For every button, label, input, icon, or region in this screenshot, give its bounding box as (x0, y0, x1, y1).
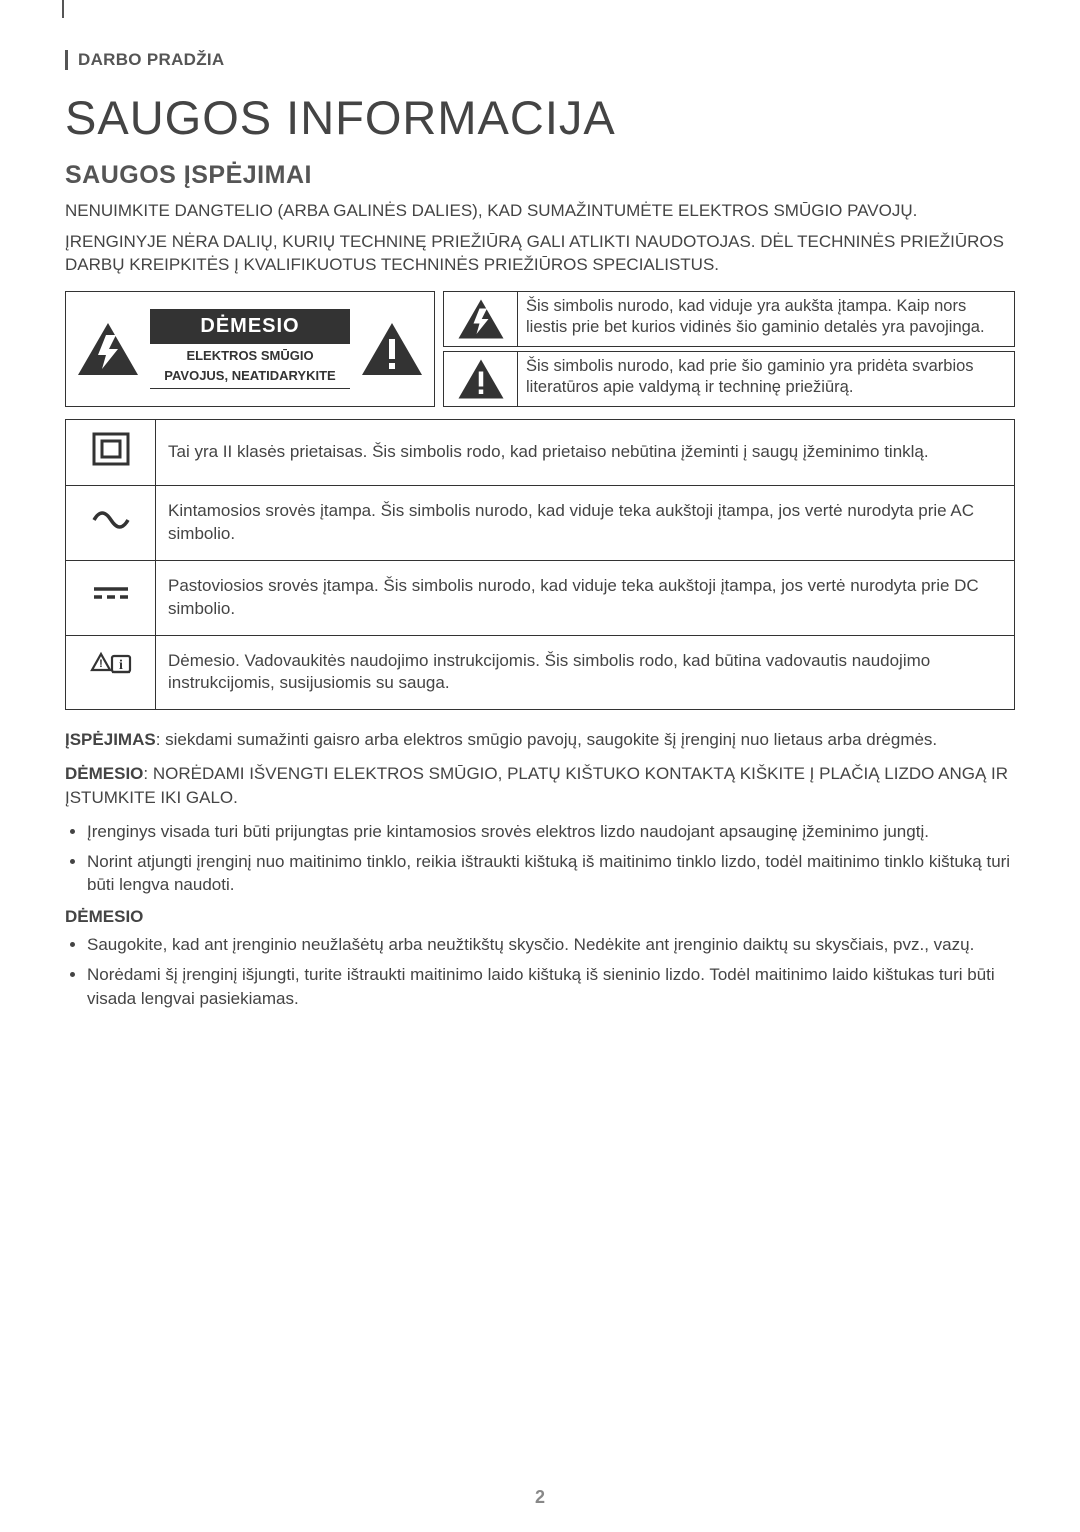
caution-right-row-excl: Šis simbolis nurodo, kad prie šio gamini… (443, 351, 1015, 407)
caution-sub-1: ELEKTROS SMŪGIO (150, 348, 350, 364)
manual-icon (90, 650, 132, 688)
list-item: Norėdami šį įrenginį išjungti, turite iš… (87, 963, 1015, 1011)
mini-bolt-text: Šis simbolis nurodo, kad viduje yra aukš… (517, 291, 1015, 347)
dc-icon (90, 575, 132, 613)
class2-icon (90, 430, 132, 468)
symbol-icon-cell (66, 560, 156, 635)
symbol-table: Tai yra II klasės prietaisas. Šis simbol… (65, 419, 1015, 711)
warning-block: ĮSPĖJIMAS: siekdami sumažinti gaisro arb… (65, 728, 1015, 1010)
list-item: Norint atjungti įrenginį nuo maitinimo t… (87, 850, 1015, 898)
breadcrumb: DARBO PRADŽIA (78, 50, 1015, 70)
symbol-text-cell: Tai yra II klasės prietaisas. Šis simbol… (156, 419, 1015, 485)
symbol-icon-cell (66, 419, 156, 485)
warning-line: ĮSPĖJIMAS: siekdami sumažinti gaisro arb… (65, 728, 1015, 752)
page-top-tick (62, 0, 64, 18)
mini-bolt-cell (443, 291, 517, 347)
symbol-text-cell: Dėmesio. Vadovaukitės naudojimo instrukc… (156, 635, 1015, 710)
caution-box-main: DĖMESIO ELEKTROS SMŪGIO PAVOJUS, NEATIDA… (65, 291, 435, 407)
caution-line-2: DĖMESIO: NORĖDAMI IŠVENGTI ELEKTROS SMŪG… (65, 762, 1015, 810)
caution-sub-wrap: ELEKTROS SMŪGIO PAVOJUS, NEATIDARYKITE (150, 344, 350, 390)
intro-paragraph-1: NENUIMKITE DANGTELIO (ARBA GALINĖS DALIE… (65, 200, 1015, 223)
symbol-text-cell: Pastoviosios srovės įtampa. Šis simbolis… (156, 560, 1015, 635)
lightning-triangle-icon (457, 298, 505, 340)
table-row: Dėmesio. Vadovaukitės naudojimo instrukc… (66, 635, 1015, 710)
symbol-icon-cell (66, 485, 156, 560)
page-number: 2 (0, 1487, 1080, 1508)
caution-sub-2: PAVOJUS, NEATIDARYKITE (150, 368, 350, 384)
table-row: Kintamosios srovės įtampa. Šis simbolis … (66, 485, 1015, 560)
mini-excl-text: Šis simbolis nurodo, kad prie šio gamini… (517, 351, 1015, 407)
table-row: Pastoviosios srovės įtampa. Šis simbolis… (66, 560, 1015, 635)
caution-center: DĖMESIO ELEKTROS SMŪGIO PAVOJUS, NEATIDA… (150, 309, 350, 390)
section-heading: SAUGOS ĮSPĖJIMAI (65, 161, 1015, 190)
mini-excl-cell (443, 351, 517, 407)
symbol-text-cell: Kintamosios srovės įtampa. Šis simbolis … (156, 485, 1015, 560)
bullet-list-2: Saugokite, kad ant įrenginio neužlašėtų … (65, 933, 1015, 1010)
exclamation-triangle-icon (360, 321, 424, 377)
caution-right-row-bolt: Šis simbolis nurodo, kad viduje yra aukš… (443, 291, 1015, 347)
list-item: Įrenginys visada turi būti prijungtas pr… (87, 820, 1015, 844)
ac-icon (90, 500, 132, 538)
list-item: Saugokite, kad ant įrenginio neužlašėtų … (87, 933, 1015, 957)
lightning-triangle-icon (76, 321, 140, 377)
page-title: SAUGOS INFORMACIJA (65, 90, 1015, 145)
caution-right-column: Šis simbolis nurodo, kad viduje yra aukš… (443, 291, 1015, 407)
warning-text: : siekdami sumažinti gaisro arba elektro… (156, 730, 937, 749)
caution-row: DĖMESIO ELEKTROS SMŪGIO PAVOJUS, NEATIDA… (65, 291, 1015, 407)
intro-paragraph-2: ĮRENGINYJE NĖRA DALIŲ, KURIŲ TECHNINĘ PR… (65, 231, 1015, 277)
exclamation-triangle-icon (457, 358, 505, 400)
caution2-label: DĖMESIO (65, 764, 143, 783)
warning-label: ĮSPĖJIMAS (65, 730, 156, 749)
caution-badge: DĖMESIO (150, 309, 350, 344)
breadcrumb-wrap: DARBO PRADŽIA (65, 50, 1015, 70)
table-row: Tai yra II klasės prietaisas. Šis simbol… (66, 419, 1015, 485)
caution-badge-label: DĖMESIO (170, 315, 330, 338)
symbol-icon-cell (66, 635, 156, 710)
sub-heading: DĖMESIO (65, 907, 1015, 927)
bullet-list-1: Įrenginys visada turi būti prijungtas pr… (65, 820, 1015, 897)
caution2-text: : NORĖDAMI IŠVENGTI ELEKTROS SMŪGIO, PLA… (65, 764, 1008, 807)
